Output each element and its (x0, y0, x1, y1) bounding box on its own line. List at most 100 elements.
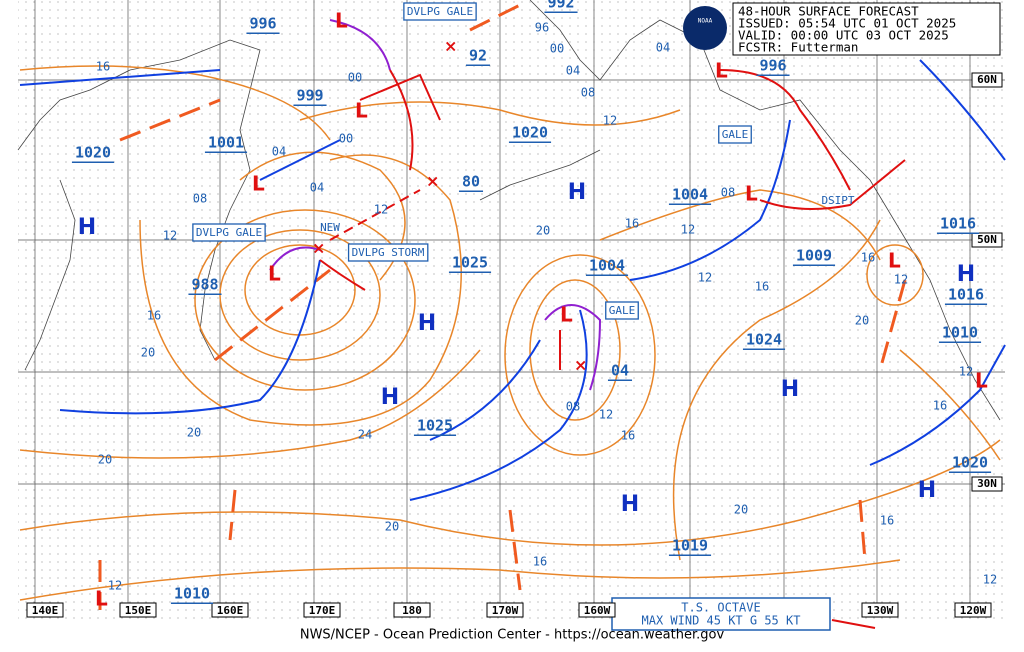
isobar-label: 16 (755, 280, 769, 294)
pressure-label: 992 (547, 0, 574, 12)
isobar-label: 16 (861, 251, 875, 265)
lat-label: 60N (977, 73, 997, 86)
lon-label: 180 (402, 604, 422, 617)
label-underline (936, 232, 980, 234)
warning-box (605, 301, 639, 320)
warning-box (347, 243, 429, 262)
lon-box (954, 602, 992, 618)
lat-label: 50N (977, 233, 997, 246)
warning-box (403, 2, 477, 21)
pressure-label: 996 (249, 15, 276, 33)
lon-box (861, 602, 899, 618)
pressure-label: 1009 (796, 247, 832, 265)
label-underline (188, 293, 222, 295)
isobar-label: 08 (721, 186, 735, 200)
pressure-label: 1004 (589, 257, 625, 275)
svg-text:L: L (715, 59, 728, 83)
header-issued: ISSUED: 05:54 UTC 01 OCT 2025 (738, 16, 956, 31)
pressure-label: 1020 (512, 124, 548, 142)
header-valid: VALID: 00:00 UTC 03 OCT 2025 (738, 28, 949, 43)
isobar-label: 16 (621, 429, 635, 443)
isobar-label: 16 (96, 60, 110, 74)
isobar-label: 04 (272, 145, 286, 159)
high-center: H (568, 180, 586, 205)
note-label: NEW (320, 221, 340, 234)
label-underline (170, 602, 214, 604)
lon-box (26, 602, 64, 618)
lon-label: 120W (960, 604, 987, 617)
svg-text:×: × (426, 172, 439, 191)
isobar-label: 16 (147, 309, 161, 323)
warning-label: GALE (609, 304, 636, 317)
lat-box (971, 232, 1003, 248)
label-underline (204, 151, 248, 153)
pressure-label: 1010 (174, 585, 210, 603)
isobar-label: 20 (98, 453, 112, 467)
high-center: H (918, 478, 936, 503)
lon-label: 170E (309, 604, 336, 617)
low-markers: L L L L L L L L L L × × × × (95, 9, 988, 611)
header-box: NOAA 48-HOUR SURFACE FORECAST ISSUED: 05… (683, 2, 1001, 56)
svg-text:×: × (574, 356, 587, 375)
pressure-label: 80 (462, 173, 480, 191)
pressure-label: 92 (469, 47, 487, 65)
isobar-label: 96 (535, 21, 549, 35)
label-underline (742, 348, 786, 350)
label-underline (246, 32, 280, 34)
isobar-label: 00 (339, 132, 353, 146)
isobar-label: 12 (894, 273, 908, 287)
dashed-troughs (98, 3, 907, 610)
pressure-label: 1019 (672, 537, 708, 555)
pressure-label: 1016 (948, 286, 984, 304)
label-underline (607, 379, 633, 381)
lon-label: 130W (867, 604, 894, 617)
svg-text:L: L (335, 9, 348, 33)
isobar-label: 08 (581, 86, 595, 100)
isobar-label: 04 (566, 64, 580, 78)
label-underline (756, 74, 790, 76)
isobar-label: 24 (358, 428, 372, 442)
pressure-label: 1025 (417, 417, 453, 435)
coastlines (17, 0, 1001, 421)
isobar-label: 20 (187, 426, 201, 440)
svg-text:×: × (444, 37, 457, 56)
pressure-label: 999 (296, 87, 323, 105)
isobar-label: 12 (959, 365, 973, 379)
isobar-label: 20 (536, 224, 550, 238)
warning-label: GALE (722, 128, 749, 141)
label-underline (544, 11, 578, 13)
svg-text:L: L (560, 303, 573, 327)
svg-text:L: L (95, 587, 108, 611)
pressure-label: 988 (191, 276, 218, 294)
isobar-label: 16 (880, 514, 894, 528)
logo-text: NOAA (698, 18, 713, 25)
pressure-label: 1004 (672, 186, 708, 204)
label-underline (938, 341, 982, 343)
pressure-label: 1020 (952, 454, 988, 472)
isobar-label: 20 (141, 346, 155, 360)
label-underline (448, 271, 492, 273)
pressure-label: 1024 (746, 331, 782, 349)
warning-label: DVLPG GALE (196, 226, 262, 239)
lat-box (971, 72, 1003, 88)
lat-label: 30N (977, 477, 997, 490)
high-center: H (621, 492, 639, 517)
warning-label: DVLPG STORM (352, 246, 425, 259)
label-underline (458, 190, 484, 192)
svg-text:L: L (355, 99, 368, 123)
lon-box (303, 602, 341, 618)
lon-box (119, 602, 157, 618)
isobar-label: 16 (625, 217, 639, 231)
high-center: H (957, 262, 975, 287)
label-underline (71, 161, 115, 163)
lon-box (393, 602, 431, 618)
lon-label: 170W (492, 604, 519, 617)
warning-box (718, 125, 752, 144)
label-underline (293, 104, 327, 106)
pressure-label: 1016 (940, 215, 976, 233)
label-underline (668, 554, 712, 556)
isobar-label: 08 (193, 192, 207, 206)
high-center: H (781, 377, 799, 402)
isobar-label: 20 (855, 314, 869, 328)
lon-box (486, 602, 524, 618)
